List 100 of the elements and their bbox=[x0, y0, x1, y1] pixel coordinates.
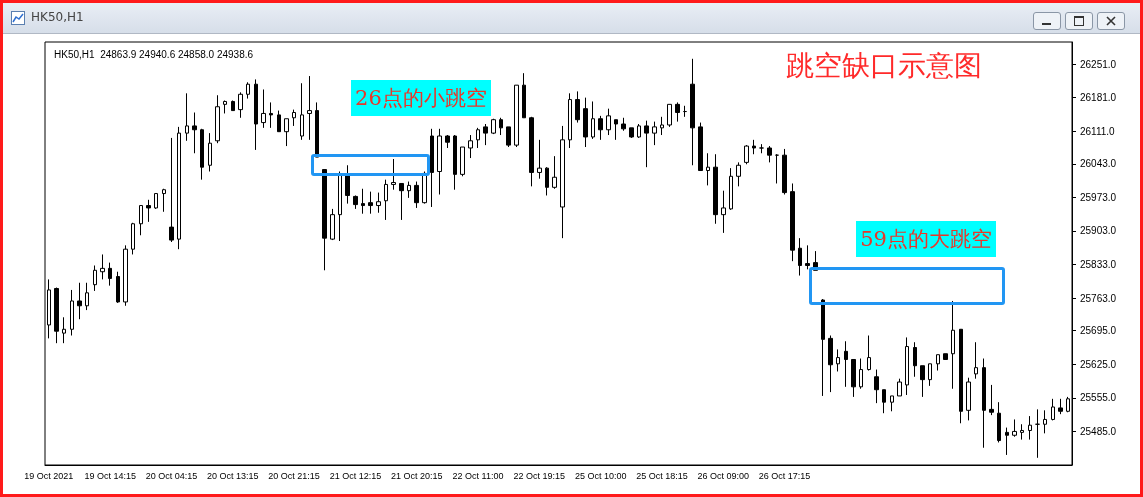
candlestick bbox=[499, 117, 503, 136]
candlestick bbox=[200, 128, 204, 181]
candlestick bbox=[62, 316, 66, 344]
candlestick bbox=[851, 358, 856, 398]
candlestick bbox=[292, 109, 296, 127]
x-tick-label: 20 Oct 13:15 bbox=[207, 470, 259, 481]
y-tick-label: 25903.0 bbox=[1080, 225, 1117, 237]
candlestick bbox=[330, 208, 335, 241]
candlestick bbox=[77, 282, 82, 320]
candlestick bbox=[897, 378, 902, 397]
candlestick bbox=[353, 194, 358, 210]
candlestick bbox=[476, 127, 480, 149]
candlestick bbox=[261, 88, 266, 129]
candlestick bbox=[85, 282, 89, 311]
x-tick-label: 25 Oct 18:15 bbox=[636, 470, 688, 481]
y-tick-label: 26251.0 bbox=[1080, 58, 1117, 70]
candlestick bbox=[989, 384, 994, 416]
y-tick-label: 25973.0 bbox=[1080, 191, 1117, 203]
candlestick bbox=[93, 264, 97, 292]
x-tick-label: 20 Oct 21:15 bbox=[268, 470, 320, 481]
candlestick bbox=[943, 353, 948, 360]
x-tick-label: 19 Oct 2021 bbox=[24, 470, 74, 481]
y-tick-label: 25485.0 bbox=[1080, 425, 1117, 437]
candlestick bbox=[345, 164, 350, 205]
candlestick bbox=[782, 148, 787, 196]
y-tick-label: 26111.0 bbox=[1080, 125, 1116, 137]
candlestick bbox=[246, 81, 250, 100]
x-tick-label: 21 Oct 20:15 bbox=[390, 470, 443, 481]
candlestick bbox=[407, 181, 411, 199]
candlestick bbox=[552, 155, 557, 190]
candlestick bbox=[1035, 408, 1040, 459]
candlestick bbox=[660, 116, 664, 136]
candlestick bbox=[437, 128, 442, 196]
candlestick bbox=[890, 395, 894, 412]
candlestick bbox=[568, 92, 572, 149]
candlestick bbox=[177, 126, 181, 250]
candlestick bbox=[169, 137, 174, 243]
candlestick bbox=[752, 139, 756, 155]
candlestick bbox=[767, 145, 772, 163]
candlestick bbox=[54, 287, 59, 344]
y-tick-label: 26181.0 bbox=[1080, 92, 1117, 104]
candlestick bbox=[430, 128, 434, 208]
candlestick bbox=[598, 115, 603, 141]
candlestick bbox=[706, 152, 710, 186]
x-tick-label: 21 Oct 12:15 bbox=[329, 470, 382, 481]
candlestick bbox=[874, 369, 879, 404]
candlestick bbox=[560, 125, 565, 239]
candlestick bbox=[1012, 418, 1017, 438]
candlestick bbox=[537, 139, 542, 180]
candlestick bbox=[729, 167, 733, 211]
candlestick bbox=[154, 193, 158, 210]
candlestick bbox=[399, 182, 404, 221]
candlestick bbox=[936, 354, 940, 372]
candlestick bbox=[139, 205, 143, 236]
annotation: 26点的小跳空 bbox=[351, 80, 491, 117]
candlestick bbox=[982, 358, 986, 449]
candlestick bbox=[713, 153, 718, 225]
candlestick bbox=[376, 192, 381, 214]
candlestick bbox=[591, 100, 595, 140]
candlestick bbox=[859, 358, 863, 390]
candlestick bbox=[1028, 415, 1032, 441]
x-tick-label: 25 Oct 10:00 bbox=[574, 470, 627, 481]
candlestick bbox=[468, 134, 473, 159]
candlestick bbox=[300, 82, 304, 141]
y-tick-label: 25763.0 bbox=[1080, 292, 1117, 304]
y-tick-label: 25625.0 bbox=[1080, 358, 1117, 370]
candlestick bbox=[1051, 398, 1055, 421]
candlestick bbox=[1005, 427, 1009, 456]
candlestick bbox=[629, 127, 634, 139]
candlestick bbox=[384, 179, 388, 221]
candlestick bbox=[920, 365, 925, 398]
candlestick bbox=[445, 134, 450, 149]
candlestick bbox=[997, 401, 1001, 443]
candlestick bbox=[514, 84, 519, 148]
candlestick bbox=[974, 341, 978, 380]
candlestick bbox=[828, 335, 833, 393]
candlestick bbox=[284, 118, 289, 147]
candlestick bbox=[690, 58, 695, 166]
candlestick bbox=[185, 92, 189, 142]
candlestick bbox=[545, 166, 549, 196]
candlestick bbox=[951, 300, 955, 390]
candlestick bbox=[391, 158, 396, 191]
candlestick bbox=[966, 377, 971, 421]
x-tick-label: 26 Oct 17:15 bbox=[758, 470, 811, 481]
candlestick bbox=[736, 161, 741, 187]
candlestick bbox=[698, 122, 703, 172]
candlestick bbox=[116, 271, 120, 304]
x-tick-label: 22 Oct 19:15 bbox=[513, 470, 566, 481]
candlestick bbox=[621, 117, 626, 132]
candlestick bbox=[146, 199, 151, 223]
candlestick bbox=[529, 116, 534, 187]
candlestick bbox=[821, 298, 825, 397]
annotation: 59点的大跳空 bbox=[856, 221, 996, 258]
candlestick bbox=[254, 78, 258, 151]
candlestick bbox=[192, 112, 197, 154]
candlestick bbox=[522, 72, 526, 119]
x-tick-label: 26 Oct 09:00 bbox=[697, 470, 750, 481]
candlestick bbox=[775, 153, 779, 184]
candlestick bbox=[108, 262, 112, 287]
candlestick bbox=[583, 97, 588, 148]
